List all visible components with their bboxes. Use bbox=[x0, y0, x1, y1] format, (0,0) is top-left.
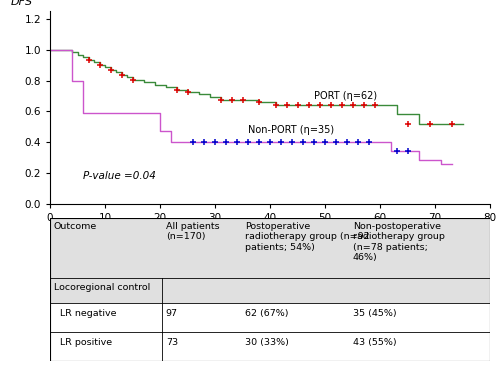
Text: 97: 97 bbox=[166, 309, 177, 318]
Text: PORT (η=62): PORT (η=62) bbox=[314, 91, 377, 101]
Text: Non-postoperative
radiotherapy group
(n=78 patients;
46%): Non-postoperative radiotherapy group (n=… bbox=[352, 222, 444, 262]
Text: LR negative: LR negative bbox=[60, 309, 116, 318]
Bar bbox=[50, 332, 490, 361]
Text: DFS: DFS bbox=[10, 0, 32, 7]
Text: All patients
(n=170): All patients (n=170) bbox=[166, 222, 220, 241]
Bar bbox=[50, 278, 490, 304]
Bar bbox=[50, 217, 490, 278]
Text: Postoperative
radiotherapy group (n=92
patients; 54%): Postoperative radiotherapy group (n=92 p… bbox=[245, 222, 370, 252]
Text: 73: 73 bbox=[166, 338, 178, 347]
Text: Locoregional control: Locoregional control bbox=[54, 283, 150, 293]
Text: LR positive: LR positive bbox=[60, 338, 112, 347]
Text: 30 (33%): 30 (33%) bbox=[245, 338, 289, 347]
Text: 43 (55%): 43 (55%) bbox=[352, 338, 397, 347]
Text: 62 (67%): 62 (67%) bbox=[245, 309, 288, 318]
Text: P-value =0.04: P-value =0.04 bbox=[83, 171, 156, 181]
Text: Non-PORT (η=35): Non-PORT (η=35) bbox=[248, 125, 334, 135]
X-axis label: Duration in months: Duration in months bbox=[210, 226, 330, 236]
Text: 35 (45%): 35 (45%) bbox=[352, 309, 397, 318]
Bar bbox=[50, 304, 490, 332]
Text: Outcome: Outcome bbox=[54, 222, 97, 231]
